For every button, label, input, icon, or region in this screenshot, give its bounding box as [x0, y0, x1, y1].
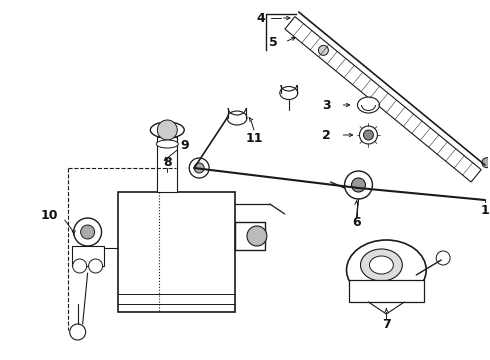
Circle shape: [74, 218, 101, 246]
Ellipse shape: [280, 86, 298, 99]
Text: 10: 10: [41, 208, 58, 221]
Bar: [72, 246, 103, 266]
Circle shape: [247, 226, 267, 246]
Bar: [235, 222, 265, 250]
Ellipse shape: [346, 240, 426, 300]
Circle shape: [318, 45, 328, 55]
Text: 6: 6: [352, 216, 361, 229]
Text: 5: 5: [270, 36, 278, 49]
Circle shape: [157, 120, 177, 140]
Ellipse shape: [361, 249, 402, 281]
Circle shape: [360, 126, 377, 144]
Text: 4: 4: [257, 12, 265, 24]
Text: 8: 8: [163, 156, 172, 168]
Polygon shape: [285, 17, 481, 182]
Ellipse shape: [227, 111, 247, 125]
Circle shape: [482, 158, 490, 168]
Text: 9: 9: [180, 139, 189, 152]
Ellipse shape: [369, 256, 393, 274]
Circle shape: [364, 130, 373, 140]
Circle shape: [73, 259, 87, 273]
Text: 7: 7: [382, 319, 391, 332]
Circle shape: [436, 251, 450, 265]
Circle shape: [70, 324, 86, 340]
Circle shape: [81, 225, 95, 239]
Text: 2: 2: [322, 129, 331, 141]
Circle shape: [194, 163, 204, 173]
Circle shape: [351, 178, 366, 192]
Text: 1: 1: [481, 203, 490, 216]
Ellipse shape: [156, 140, 178, 148]
Text: 3: 3: [322, 99, 331, 112]
Circle shape: [344, 171, 372, 199]
Circle shape: [89, 259, 102, 273]
Ellipse shape: [150, 122, 184, 138]
Bar: [157, 137, 177, 192]
Ellipse shape: [358, 97, 379, 113]
Text: 11: 11: [245, 131, 263, 144]
Bar: [118, 192, 235, 312]
Circle shape: [189, 158, 209, 178]
Bar: [348, 280, 424, 302]
